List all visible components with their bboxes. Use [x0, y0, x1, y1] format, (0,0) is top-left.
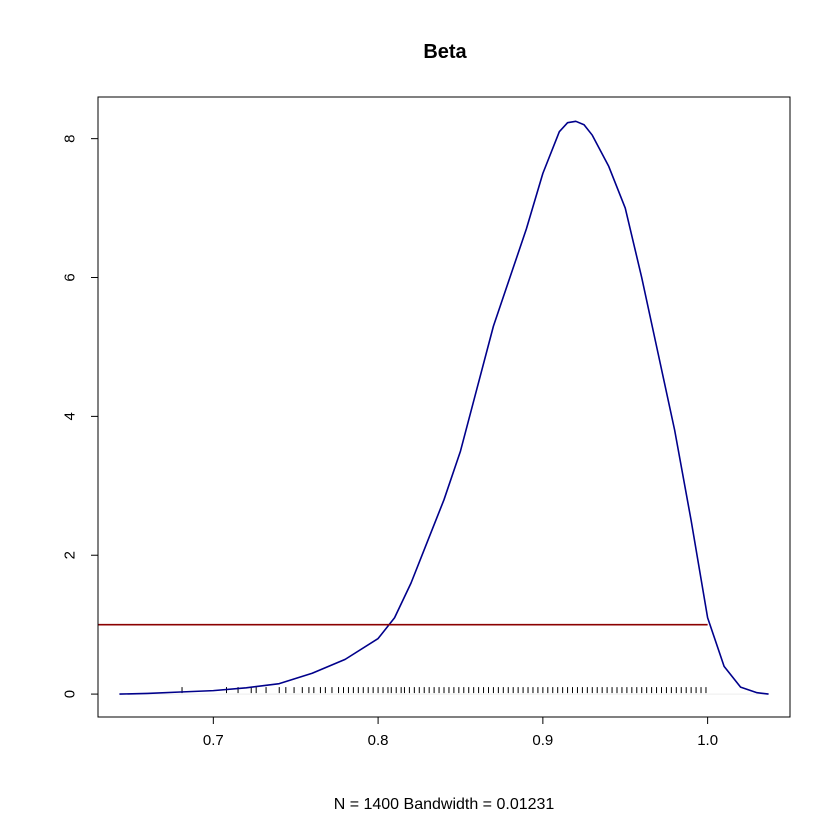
y-tick-label: 6	[62, 273, 79, 281]
x-tick-label: 0.7	[203, 732, 224, 749]
plot-marks	[98, 120, 769, 695]
y-tick-label: 8	[62, 134, 79, 142]
x-axis-label: N = 1400 Bandwidth = 0.01231	[334, 796, 555, 813]
y-tick-label: 4	[62, 412, 79, 420]
x-tick-label: 0.9	[532, 732, 553, 749]
density-line	[119, 120, 769, 695]
chart-title: Beta	[423, 41, 467, 63]
x-tick-label: 1.0	[697, 732, 718, 749]
y-tick-label: 0	[62, 690, 79, 698]
y-tick-label: 2	[62, 551, 79, 559]
x-tick-label: 0.8	[368, 732, 389, 749]
x-axis: 0.7 0.8 0.9 1.0	[203, 716, 718, 749]
rug-marks	[181, 687, 707, 694]
y-axis: 0 2 4 6 8	[62, 134, 99, 698]
